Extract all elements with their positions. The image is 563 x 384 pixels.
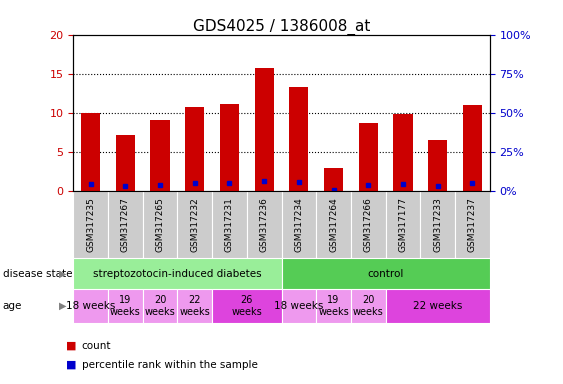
Bar — [421, 191, 455, 258]
Text: 18 weeks: 18 weeks — [274, 301, 324, 311]
Text: GSM317232: GSM317232 — [190, 197, 199, 252]
Bar — [455, 191, 490, 258]
Text: GSM317267: GSM317267 — [121, 197, 129, 252]
Text: GSM317234: GSM317234 — [294, 197, 303, 252]
Text: 19
weeks: 19 weeks — [318, 295, 349, 316]
Bar — [212, 191, 247, 258]
Text: 18 weeks: 18 weeks — [66, 301, 115, 311]
Bar — [386, 191, 421, 258]
Text: GSM317236: GSM317236 — [260, 197, 269, 252]
Text: ▶: ▶ — [59, 301, 66, 311]
Bar — [142, 191, 177, 258]
Text: GSM317237: GSM317237 — [468, 197, 477, 252]
Bar — [247, 191, 282, 258]
Text: ▶: ▶ — [59, 269, 66, 279]
Bar — [73, 258, 282, 289]
Bar — [108, 289, 142, 323]
Text: 26
weeks: 26 weeks — [231, 295, 262, 316]
Bar — [282, 289, 316, 323]
Bar — [254, 68, 274, 191]
Text: 19
weeks: 19 weeks — [110, 295, 141, 316]
Text: GSM317264: GSM317264 — [329, 197, 338, 252]
Text: disease state: disease state — [3, 269, 72, 279]
Text: GSM317266: GSM317266 — [364, 197, 373, 252]
Bar — [177, 289, 212, 323]
Bar — [73, 289, 108, 323]
Bar — [351, 191, 386, 258]
Bar — [212, 289, 282, 323]
Bar — [289, 87, 309, 191]
Text: GSM317233: GSM317233 — [434, 197, 442, 252]
Text: GSM317231: GSM317231 — [225, 197, 234, 252]
Bar — [81, 113, 100, 191]
Text: control: control — [368, 269, 404, 279]
Bar — [150, 120, 169, 191]
Title: GDS4025 / 1386008_at: GDS4025 / 1386008_at — [193, 18, 370, 35]
Text: streptozotocin-induced diabetes: streptozotocin-induced diabetes — [93, 269, 262, 279]
Bar — [394, 114, 413, 191]
Text: GSM317177: GSM317177 — [399, 197, 408, 252]
Bar — [108, 191, 142, 258]
Bar — [324, 168, 343, 191]
Bar — [428, 140, 447, 191]
Bar — [282, 258, 490, 289]
Text: 22 weeks: 22 weeks — [413, 301, 462, 311]
Text: GSM317265: GSM317265 — [155, 197, 164, 252]
Bar — [73, 191, 108, 258]
Text: percentile rank within the sample: percentile rank within the sample — [82, 360, 257, 370]
Bar — [116, 135, 135, 191]
Text: 20
weeks: 20 weeks — [353, 295, 383, 316]
Bar — [316, 289, 351, 323]
Bar — [177, 191, 212, 258]
Bar — [359, 123, 378, 191]
Bar — [463, 105, 482, 191]
Text: 22
weeks: 22 weeks — [180, 295, 210, 316]
Bar — [220, 104, 239, 191]
Text: GSM317235: GSM317235 — [86, 197, 95, 252]
Bar — [351, 289, 386, 323]
Bar — [316, 191, 351, 258]
Text: ■: ■ — [66, 360, 77, 370]
Text: age: age — [3, 301, 22, 311]
Text: count: count — [82, 341, 111, 351]
Text: 20
weeks: 20 weeks — [145, 295, 175, 316]
Bar — [386, 289, 490, 323]
Text: ■: ■ — [66, 341, 77, 351]
Bar — [142, 289, 177, 323]
Bar — [185, 108, 204, 191]
Bar — [282, 191, 316, 258]
